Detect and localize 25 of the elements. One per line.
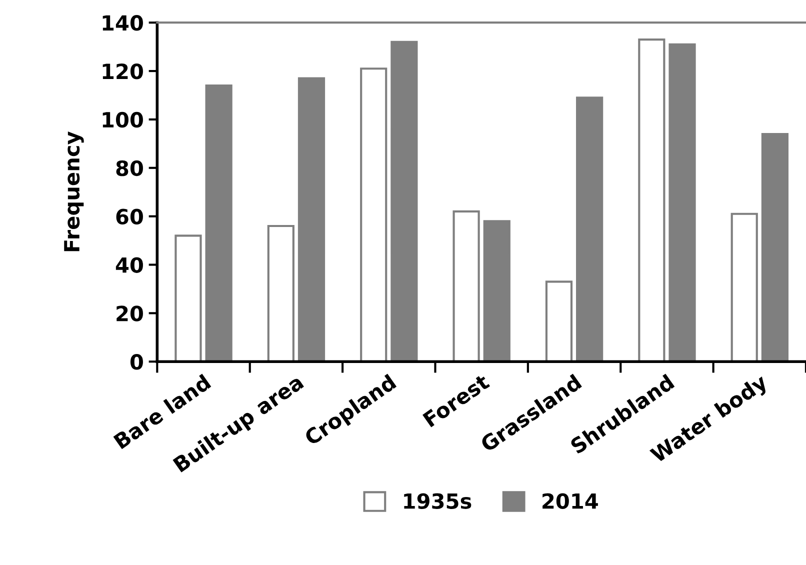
bar (205, 84, 232, 362)
bar (545, 280, 573, 362)
bar (483, 220, 510, 362)
bar (298, 77, 326, 362)
bar (730, 212, 758, 362)
y-tick-label: 80 (116, 160, 143, 176)
y-tick-label: 0 (130, 354, 143, 370)
y-axis-title: Frequency (64, 132, 84, 252)
legend-label: 1935s (404, 493, 472, 509)
bar (452, 210, 480, 362)
y-tick-label: 100 (102, 112, 143, 128)
y-tick-label: 140 (102, 15, 143, 31)
bar (174, 234, 202, 362)
bar (761, 132, 789, 362)
bar (638, 38, 666, 362)
y-tick-label: 60 (116, 208, 143, 225)
bar (390, 40, 418, 362)
bar (360, 68, 388, 362)
y-tick-label: 20 (116, 306, 143, 322)
y-tick-label: 40 (116, 257, 143, 273)
bar (267, 224, 294, 362)
y-tick-label: 120 (102, 63, 143, 80)
bar (576, 96, 604, 362)
bar (668, 43, 696, 362)
legend-label: 2014 (542, 493, 598, 509)
